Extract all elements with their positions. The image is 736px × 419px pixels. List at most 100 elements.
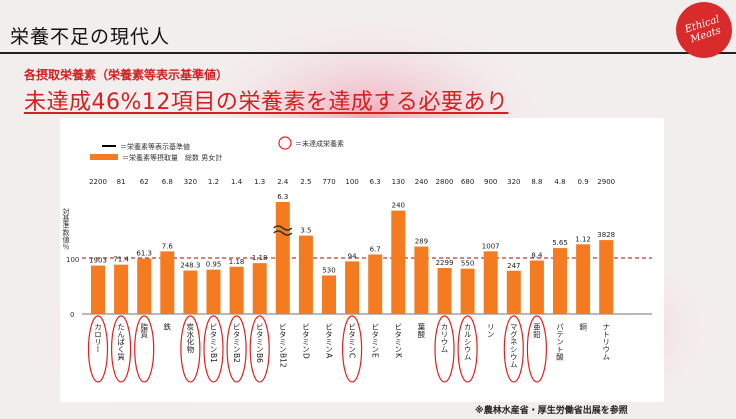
category-label: カリウム bbox=[440, 323, 449, 354]
bar bbox=[137, 258, 152, 314]
bar bbox=[160, 251, 175, 314]
unmet-circle bbox=[87, 315, 109, 383]
bar bbox=[275, 202, 290, 314]
value-label: 530 bbox=[322, 266, 335, 274]
reference-value-label: 81 bbox=[117, 178, 126, 186]
category-label: パテント酸 bbox=[555, 323, 564, 362]
bar bbox=[529, 260, 544, 314]
category-label: ビタミンD bbox=[301, 323, 310, 359]
bar bbox=[553, 248, 567, 314]
category-label: ビタミンE bbox=[371, 323, 380, 358]
unmet-circle bbox=[342, 315, 363, 383]
unmet-circle bbox=[503, 315, 524, 383]
value-label: 8.4 bbox=[531, 252, 543, 260]
value-label: 289 bbox=[415, 238, 428, 246]
unmet-circle bbox=[457, 315, 478, 383]
value-label: 1.18 bbox=[252, 254, 268, 262]
y-tick-label: 100 bbox=[66, 256, 79, 264]
chart-subtitle: 各摂取栄養素（栄養素等表示基準値） bbox=[24, 68, 229, 82]
bar bbox=[506, 270, 521, 314]
reference-value-label: 2.4 bbox=[277, 178, 289, 186]
reference-value-label: 320 bbox=[184, 178, 197, 186]
unmet-circle bbox=[226, 315, 247, 383]
bar bbox=[414, 246, 429, 314]
value-label: 0.95 bbox=[206, 261, 222, 269]
reference-value-label: 6.3 bbox=[370, 178, 381, 186]
category-label: ビタミンB2 bbox=[232, 323, 241, 364]
value-label: 5.65 bbox=[552, 239, 568, 247]
bar bbox=[576, 244, 591, 314]
category-label: ビタミンC bbox=[348, 323, 357, 359]
legend-intake-label: ＝栄養素等摂取量 総数 男女計 bbox=[122, 153, 222, 162]
value-label: 3.5 bbox=[300, 227, 311, 235]
legend-unmet-swatch bbox=[278, 136, 292, 150]
reference-value-label: 0.9 bbox=[578, 178, 589, 186]
category-label: 銅 bbox=[579, 322, 588, 331]
reference-value-label: 8.8 bbox=[531, 178, 542, 186]
reference-value-label: 2.5 bbox=[300, 178, 311, 186]
axis-break-mark bbox=[273, 230, 293, 236]
slide-title: 栄養不足の現代人 bbox=[10, 26, 171, 48]
category-label: リン bbox=[486, 323, 495, 338]
category-label: マグネシウム bbox=[509, 323, 518, 368]
reference-value-label: 1.3 bbox=[254, 178, 265, 186]
category-label: 脂質 bbox=[139, 322, 148, 340]
category-label: ナトリウム bbox=[602, 323, 611, 361]
category-label: ビタミンB1 bbox=[209, 323, 218, 364]
reference-value-label: 1.2 bbox=[208, 178, 219, 186]
reference-value-label: 130 bbox=[392, 178, 405, 186]
category-label: カルシウム bbox=[463, 323, 472, 361]
bar bbox=[391, 210, 406, 314]
bar bbox=[460, 268, 475, 314]
category-label: 炭水化物 bbox=[186, 323, 195, 355]
value-label: 61.3 bbox=[136, 250, 152, 258]
reference-value-label: 680 bbox=[461, 178, 474, 186]
category-label: ビタミンA bbox=[325, 323, 334, 359]
value-label: 94 bbox=[348, 252, 357, 260]
bar bbox=[298, 235, 313, 314]
category-label: ビタミンB6 bbox=[255, 323, 264, 364]
reference-value-label: 100 bbox=[345, 178, 358, 186]
unmet-circle bbox=[249, 315, 270, 383]
category-label: カロリー bbox=[94, 323, 103, 353]
bar bbox=[345, 261, 360, 314]
y-axis-label: 対基準数値％ bbox=[62, 207, 70, 250]
value-label: 247 bbox=[507, 262, 520, 270]
bar bbox=[206, 269, 221, 314]
legend-intake-swatch bbox=[90, 154, 118, 160]
category-label: ビタミンK bbox=[394, 323, 403, 359]
bar bbox=[483, 251, 498, 314]
value-label: 240 bbox=[392, 202, 405, 210]
value-label: 248.3 bbox=[180, 262, 200, 270]
unmet-circle bbox=[434, 315, 455, 383]
unmet-circle bbox=[203, 315, 224, 383]
value-label: 1007 bbox=[482, 242, 500, 250]
headline: 未達成46%12項目の栄養素を達成する必要あり bbox=[24, 90, 509, 115]
category-label: ビタミンB12 bbox=[278, 323, 287, 368]
value-label: 6.7 bbox=[370, 245, 381, 253]
value-label: 550 bbox=[461, 260, 474, 268]
reference-value-label: 2800 bbox=[436, 178, 454, 186]
legend-unmet-label: ＝未達成栄養素 bbox=[295, 139, 344, 148]
legend-reference-label: ＝栄養素等表示基準値 bbox=[120, 142, 190, 151]
bar bbox=[322, 275, 336, 314]
unmet-circle bbox=[180, 315, 201, 383]
category-label: 亜鉛 bbox=[532, 323, 541, 340]
unmet-circle bbox=[134, 315, 155, 383]
value-label: 6.3 bbox=[277, 193, 288, 201]
bar bbox=[229, 266, 244, 314]
category-label: 葉酸 bbox=[417, 322, 426, 340]
value-label: 2299 bbox=[436, 259, 454, 267]
title-divider bbox=[0, 52, 736, 54]
value-label: 1.12 bbox=[575, 235, 591, 243]
value-label: 1.18 bbox=[229, 258, 245, 266]
category-label: 鉄 bbox=[163, 322, 172, 332]
bar bbox=[183, 270, 198, 314]
reference-value-label: 6.8 bbox=[162, 178, 173, 186]
reference-value-label: 2200 bbox=[89, 178, 107, 186]
reference-value-label: 240 bbox=[415, 178, 428, 186]
reference-value-label: 4.8 bbox=[554, 178, 565, 186]
reference-value-label: 2900 bbox=[597, 178, 615, 186]
reference-value-label: 320 bbox=[507, 178, 520, 186]
bar bbox=[252, 263, 267, 314]
